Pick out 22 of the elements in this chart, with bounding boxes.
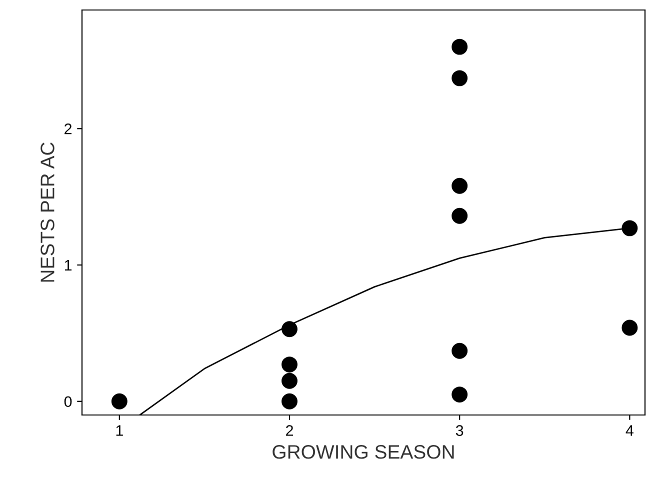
x-tick-label: 2	[286, 425, 293, 436]
x-tick-label: 4	[626, 425, 634, 436]
point	[111, 393, 128, 410]
x-axis-title: GROWING SEASON	[272, 445, 454, 459]
point	[622, 320, 638, 336]
point	[282, 393, 298, 410]
point	[452, 70, 468, 86]
point	[452, 178, 468, 194]
point	[282, 321, 298, 338]
y-axis-title: NESTS PER AC	[40, 142, 54, 282]
point	[452, 386, 468, 403]
point	[622, 220, 638, 236]
x-tick-label: 1	[116, 425, 123, 436]
point	[452, 38, 468, 55]
point	[452, 342, 468, 359]
point	[452, 208, 468, 224]
y-tick-label: 1	[64, 260, 72, 271]
x-tick-label: 3	[456, 425, 464, 436]
point	[282, 356, 298, 373]
y-tick-label: 0	[64, 396, 72, 408]
point	[282, 372, 298, 389]
y-tick-label: 2	[64, 124, 72, 134]
